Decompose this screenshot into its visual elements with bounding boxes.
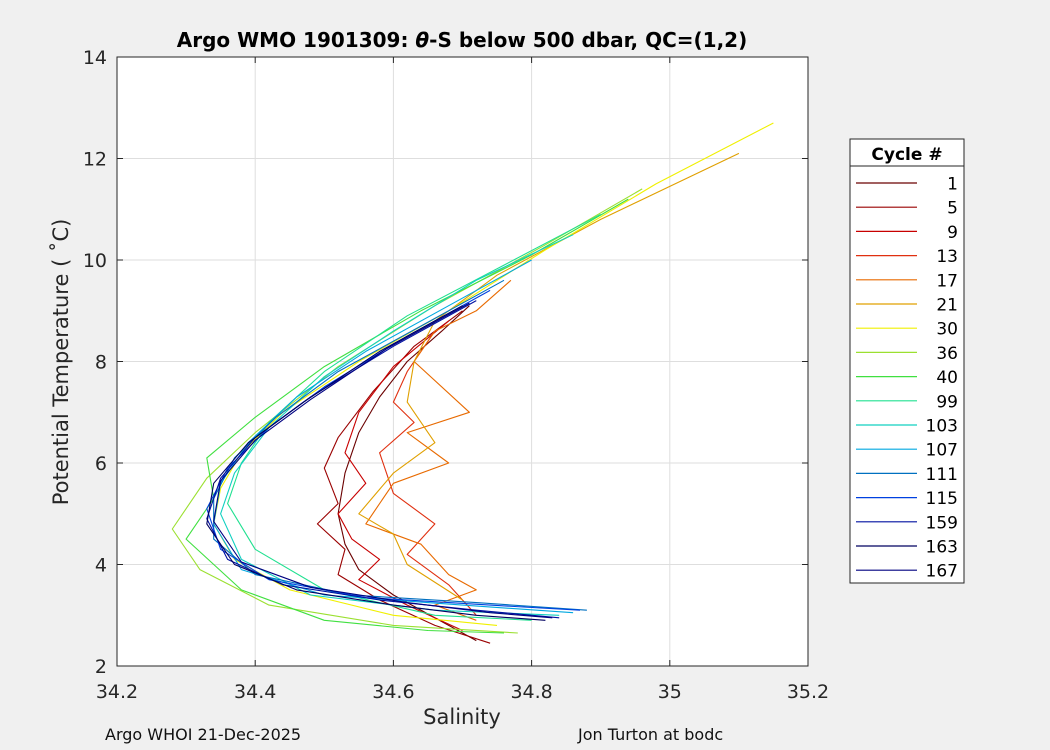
grid-lines (117, 57, 808, 666)
series-line-40 (185, 198, 629, 634)
legend-label-21: 21 (936, 296, 958, 316)
chart-title: Argo WMO 1901309: θ-S below 500 dbar, QC… (177, 28, 747, 52)
series-line-13 (379, 330, 477, 616)
y-tick-label: 4 (95, 555, 107, 577)
series-line-99 (227, 213, 601, 621)
series-line-21 (358, 152, 740, 601)
legend-label-99: 99 (936, 392, 958, 412)
legend-label-103: 103 (926, 417, 958, 437)
x-axis-label: Salinity (423, 705, 501, 729)
y-tick-label: 6 (95, 453, 107, 475)
series-line-17 (365, 279, 512, 621)
legend-label-163: 163 (926, 538, 958, 558)
footer-author: Jon Turton at bodc (578, 725, 724, 744)
x-tick-label: 34.4 (234, 681, 276, 703)
legend-label-111: 111 (926, 465, 958, 485)
legend-label-40: 40 (936, 368, 958, 388)
y-tick-label: 8 (95, 352, 107, 374)
x-tick-label: 34.8 (510, 681, 552, 703)
legend-label-115: 115 (926, 489, 958, 509)
series-line-9 (337, 320, 463, 631)
legend-label-30: 30 (936, 320, 958, 340)
legend-label-167: 167 (926, 562, 958, 582)
y-axis-label: Potential Temperature ( ˚C) (49, 219, 73, 506)
legend-label-5: 5 (947, 199, 958, 219)
legend-label-36: 36 (936, 344, 958, 364)
y-tick-label: 2 (95, 656, 107, 678)
axis-ticks: 34.2 34.4 34.6 34.8 35 35.2 2 4 6 8 10 12 14 (83, 47, 829, 703)
y-tick-label: 14 (83, 47, 107, 69)
legend-label-107: 107 (926, 441, 958, 461)
legend-label-13: 13 (936, 247, 958, 267)
x-tick-label: 34.2 (96, 681, 138, 703)
legend-title: Cycle # (871, 145, 942, 165)
x-tick-label: 35 (658, 681, 682, 703)
legend-label-159: 159 (926, 513, 958, 533)
legend-label-1: 1 (947, 175, 958, 195)
x-tick-label: 34.6 (372, 681, 414, 703)
legend-label-9: 9 (947, 223, 958, 243)
series-line-167 (213, 302, 553, 619)
legend-box (849, 138, 965, 584)
legend: Cycle # 15913172130364099103107111115159… (849, 138, 965, 584)
series-group (171, 122, 774, 644)
footer-source: Argo WHOI 21-Dec-2025 (105, 725, 302, 744)
series-line-103 (220, 234, 574, 616)
y-tick-label: 12 (83, 149, 107, 171)
x-tick-label: 35.2 (787, 681, 829, 703)
y-tick-label: 10 (83, 250, 107, 272)
series-line-163 (206, 305, 546, 621)
legend-label-17: 17 (936, 271, 958, 291)
